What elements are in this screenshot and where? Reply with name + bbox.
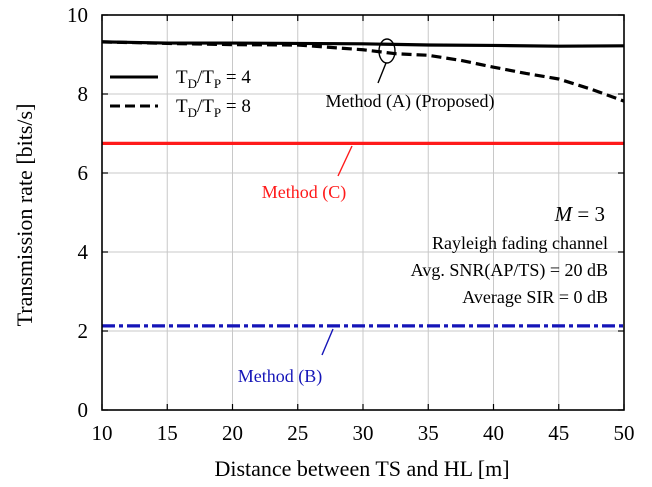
method-a-ellipse [378,38,396,64]
x-tick-label: 20 [222,421,243,445]
grid-lines [102,15,624,410]
param-snr: Avg. SNR(AP/TS) = 20 dB [411,260,608,281]
method-b-pointer [321,328,334,356]
series-lines [101,40,625,328]
y-tick-label: 6 [78,161,89,185]
tick-labels: 10 15 20 25 30 35 40 45 50 0 2 4 6 8 10 [67,3,635,445]
method-a-series-td4 [101,40,625,48]
method-a-pointer [377,62,387,84]
method-a-series-td8 [101,40,625,103]
legend: TD/TP = 4 TD/TP = 8 [110,67,251,120]
param-sir: Average SIR = 0 dB [462,287,608,307]
x-axis-title: Distance between TS and HL [m] [214,456,509,481]
y-tick-label: 0 [78,398,89,422]
x-tick-label: 50 [614,421,635,445]
x-tick-label: 45 [548,421,569,445]
method-c-label: Method (C) [262,182,347,203]
param-channel: Rayleigh fading channel [432,233,608,253]
y-axis-title: Transmission rate [bits/s] [12,104,37,327]
y-tick-label: 10 [67,3,88,27]
x-tick-label: 35 [418,421,439,445]
method-b-label: Method (B) [238,366,323,387]
x-tick-label: 15 [157,421,178,445]
method-c-pointer [337,145,353,177]
y-tick-label: 2 [78,319,89,343]
y-tick-label: 4 [78,240,89,264]
x-tick-label: 10 [92,421,113,445]
legend-label-td8: TD/TP = 8 [176,96,251,120]
x-tick-label: 30 [353,421,374,445]
y-tick-label: 8 [78,82,89,106]
x-tick-label: 40 [483,421,504,445]
axis-ticks [101,14,625,411]
legend-label-td4: TD/TP = 4 [176,67,251,91]
param-m: M = 3 [554,202,605,226]
method-a-label: Method (A) (Proposed) [326,91,495,112]
x-tick-label: 25 [287,421,308,445]
